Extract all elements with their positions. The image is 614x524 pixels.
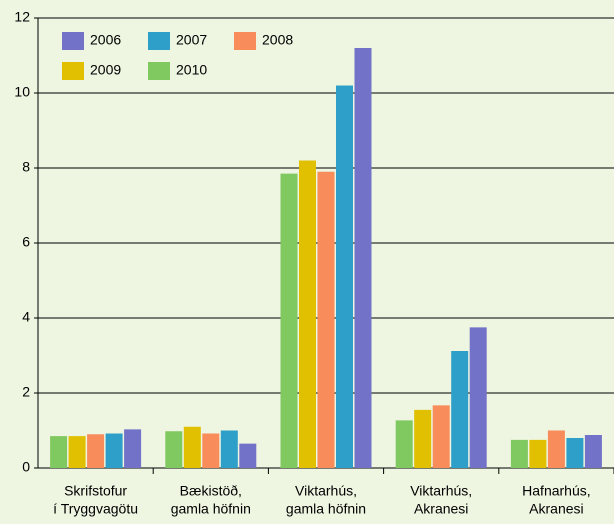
bar <box>220 430 238 468</box>
bar <box>529 439 547 468</box>
bar <box>87 434 105 468</box>
bar <box>395 420 413 468</box>
x-tick-label: Hafnarhús, <box>522 483 590 499</box>
x-tick-label: Akranesi <box>414 501 468 517</box>
x-tick-label: Viktarhús, <box>295 483 357 499</box>
legend-swatch <box>148 32 170 50</box>
legend-label: 2006 <box>90 32 121 48</box>
legend-label: 2007 <box>176 32 207 48</box>
bar <box>299 160 316 468</box>
y-tick-label: 12 <box>14 9 30 25</box>
bar <box>547 430 565 468</box>
bar <box>124 429 142 468</box>
bar <box>432 405 450 468</box>
legend-swatch <box>62 62 84 80</box>
bar <box>317 171 335 468</box>
bar <box>239 443 257 468</box>
bar <box>202 433 220 468</box>
y-tick-label: 4 <box>22 309 30 325</box>
bar <box>354 48 372 468</box>
x-tick-label: Akranesi <box>529 501 583 517</box>
bar <box>584 435 602 468</box>
x-tick-label: gamla höfnin <box>286 501 366 517</box>
legend-swatch <box>148 62 170 80</box>
bar <box>451 351 469 468</box>
legend-label: 2010 <box>176 62 207 78</box>
bar <box>165 431 183 468</box>
bar <box>68 436 86 468</box>
bar <box>183 426 201 468</box>
bar <box>280 173 298 468</box>
x-tick-label: gamla höfnin <box>171 501 251 517</box>
x-tick-label: Viktarhús, <box>410 483 472 499</box>
y-tick-label: 0 <box>22 459 30 475</box>
bar <box>105 433 123 468</box>
x-tick-label: í Tryggvagötu <box>53 501 138 517</box>
bar <box>510 439 528 468</box>
x-tick-label: Bækistöð, <box>180 483 242 499</box>
y-tick-label: 2 <box>22 384 30 400</box>
bar <box>566 438 584 468</box>
y-tick-label: 10 <box>14 84 30 100</box>
legend-label: 2009 <box>90 62 121 78</box>
bar <box>336 85 353 468</box>
y-tick-label: 8 <box>22 159 30 175</box>
bar <box>414 409 432 468</box>
y-tick-label: 6 <box>22 234 30 250</box>
bar <box>469 327 487 468</box>
bar <box>50 436 68 468</box>
legend-swatch <box>62 32 84 50</box>
legend-label: 2008 <box>262 32 293 48</box>
x-tick-label: Skrifstofur <box>64 483 127 499</box>
legend-swatch <box>234 32 256 50</box>
